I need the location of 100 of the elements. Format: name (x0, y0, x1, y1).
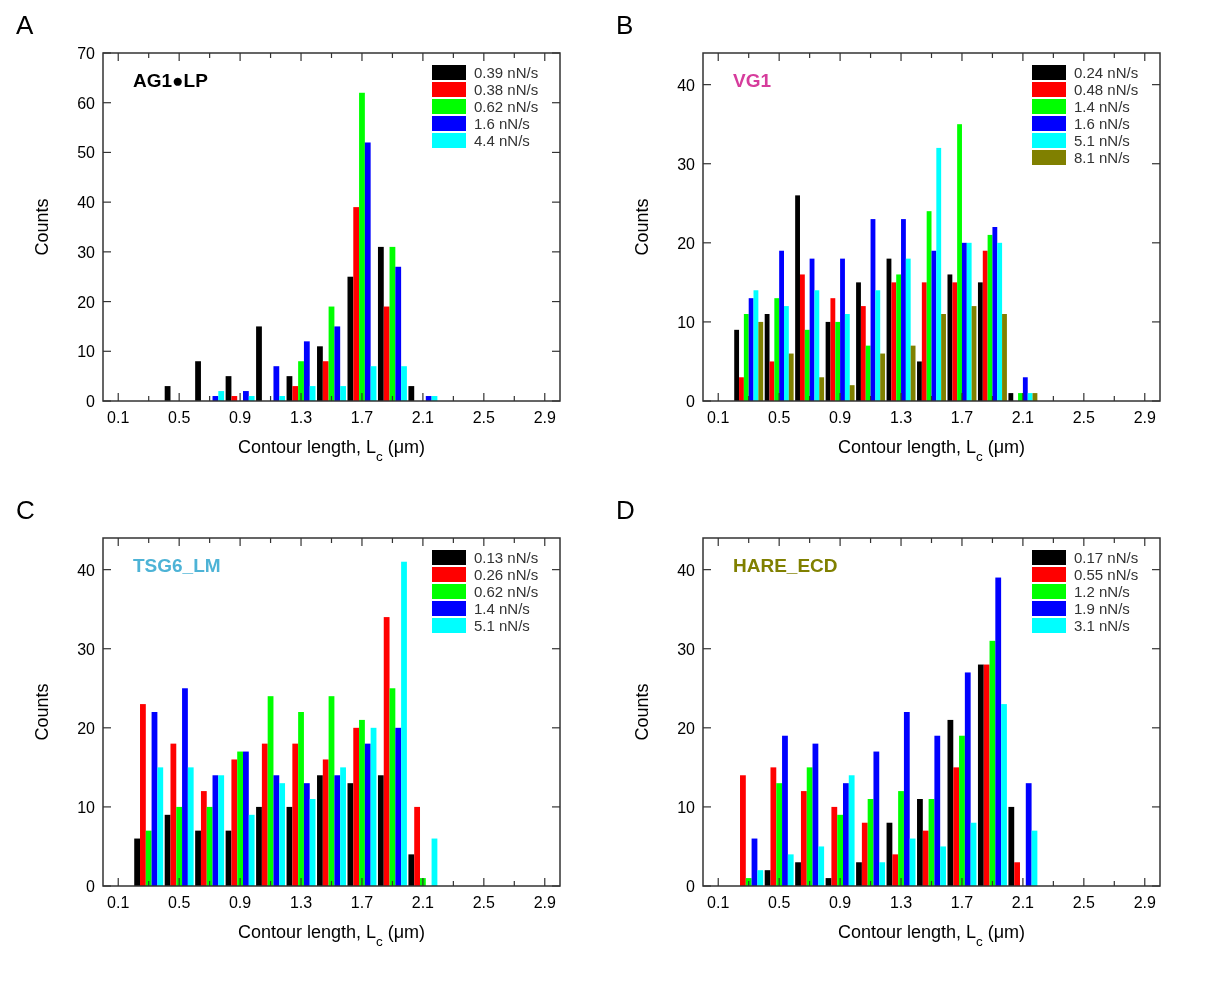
bar (200, 791, 207, 886)
legend-label: 1.6 nN/s (474, 115, 530, 132)
y-tick-label: 50 (77, 144, 96, 162)
y-tick-label: 0 (686, 878, 696, 895)
legend-label: 1.4 nN/s (1074, 98, 1130, 115)
bar (377, 775, 384, 886)
bar (395, 727, 402, 886)
bar (739, 377, 744, 401)
bar (1025, 783, 1032, 886)
bar (309, 799, 316, 886)
bar (317, 346, 323, 401)
x-tick-label: 0.1 (707, 409, 730, 426)
bar (840, 258, 845, 401)
bar (921, 282, 927, 401)
bar (1008, 393, 1014, 401)
chart-title: C (16, 495, 35, 525)
bar (273, 775, 280, 886)
bar (873, 751, 880, 886)
bar (880, 353, 886, 401)
bar (408, 386, 415, 401)
bar (157, 767, 164, 886)
legend-label: 0.13 nN/s (474, 549, 539, 566)
bar (782, 735, 788, 886)
bar (1027, 393, 1033, 401)
x-tick-label: 2.5 (1072, 894, 1096, 911)
bar (170, 743, 177, 886)
bar (303, 341, 310, 401)
x-tick-label: 2.1 (1011, 409, 1035, 426)
y-tick-label: 30 (77, 640, 96, 658)
x-tick-label: 0.9 (828, 409, 852, 426)
bar (992, 227, 998, 401)
x-tick-label: 0.1 (107, 409, 130, 426)
bar (414, 806, 421, 886)
x-tick-label: 2.9 (533, 894, 556, 911)
bar (957, 124, 962, 401)
bar (273, 366, 280, 401)
y-tick-label: 20 (677, 719, 696, 737)
bar (947, 274, 953, 401)
bar (995, 577, 1002, 886)
bar (740, 775, 746, 886)
legend-label: 0.62 nN/s (474, 98, 539, 115)
bar (242, 391, 249, 401)
bar (936, 147, 942, 401)
bar (1014, 862, 1021, 886)
x-tick-label: 0.9 (228, 894, 252, 911)
x-tick-label: 0.5 (168, 409, 191, 426)
x-tick-label: 2.1 (411, 894, 435, 911)
bar (861, 822, 868, 886)
bar (340, 767, 346, 886)
x-tick-label: 2.5 (472, 409, 496, 426)
bar (364, 743, 371, 886)
bar (903, 712, 910, 886)
bar (134, 838, 141, 886)
bar (837, 814, 843, 886)
bar (835, 321, 841, 401)
bar (982, 250, 988, 401)
bar (256, 806, 262, 886)
y-tick-label: 10 (677, 798, 696, 816)
bar (231, 759, 238, 886)
bar (964, 672, 971, 886)
x-tick-label: 1.7 (350, 409, 374, 426)
bar (934, 735, 941, 886)
bar (401, 366, 407, 401)
bar (776, 783, 783, 886)
bar (748, 298, 754, 401)
bar (901, 219, 906, 401)
x-tick-label: 0.5 (168, 894, 191, 911)
bar (941, 314, 946, 401)
y-tick-label: 0 (86, 393, 96, 410)
legend-label: 0.48 nN/s (1074, 81, 1139, 98)
bar (757, 870, 764, 886)
legend-label: 0.55 nN/s (1074, 566, 1139, 583)
bar (819, 377, 825, 401)
bar (774, 298, 780, 401)
bar (905, 258, 911, 401)
legend-label: 1.6 nN/s (1074, 115, 1130, 132)
y-tick-label: 40 (77, 194, 96, 212)
chart-title: D (616, 495, 635, 525)
bar (891, 282, 897, 401)
x-tick-label: 2.1 (1011, 894, 1035, 911)
bar (1001, 704, 1007, 886)
bar (804, 329, 810, 401)
legend-label: 0.17 nN/s (1074, 549, 1139, 566)
bar (317, 775, 323, 886)
x-tick-label: 2.9 (533, 409, 556, 426)
x-tick-label: 2.5 (472, 894, 496, 911)
bar (377, 246, 384, 401)
bar (364, 142, 371, 401)
legend-label: 5.1 nN/s (474, 617, 530, 634)
bar (334, 775, 341, 886)
bar (256, 326, 262, 401)
bar (1008, 806, 1015, 886)
y-axis-title: Counts (632, 683, 652, 741)
chart-title: B (616, 10, 634, 40)
x-axis-title: Contour length, L$_{c}$ (μm) (837, 437, 1026, 464)
legend-label: 1.9 nN/s (1074, 600, 1130, 617)
bar (734, 329, 740, 401)
legend-label: 1.4 nN/s (474, 600, 530, 617)
y-tick-label: 20 (677, 234, 696, 252)
legend-label: 0.62 nN/s (474, 583, 539, 600)
